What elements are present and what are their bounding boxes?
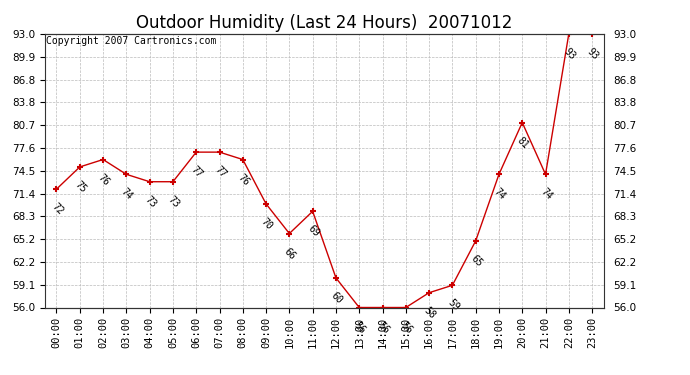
Text: 69: 69 — [306, 224, 321, 239]
Text: Copyright 2007 Cartronics.com: Copyright 2007 Cartronics.com — [46, 36, 217, 46]
Text: 81: 81 — [515, 135, 531, 150]
Text: 93: 93 — [585, 46, 600, 62]
Text: 77: 77 — [189, 165, 205, 180]
Text: 73: 73 — [143, 194, 158, 210]
Text: 73: 73 — [166, 194, 181, 210]
Text: 65: 65 — [469, 254, 484, 269]
Text: 93: 93 — [562, 46, 578, 62]
Text: 66: 66 — [282, 246, 298, 261]
Text: 75: 75 — [73, 179, 88, 195]
Text: 59: 59 — [446, 298, 461, 313]
Text: 74: 74 — [119, 187, 135, 202]
Text: 74: 74 — [539, 187, 554, 202]
Text: 56: 56 — [399, 320, 414, 335]
Text: 77: 77 — [213, 165, 228, 180]
Text: 56: 56 — [375, 320, 391, 335]
Title: Outdoor Humidity (Last 24 Hours)  20071012: Outdoor Humidity (Last 24 Hours) 2007101… — [136, 14, 513, 32]
Text: 58: 58 — [422, 305, 437, 321]
Text: 76: 76 — [96, 172, 112, 188]
Text: 56: 56 — [353, 320, 368, 335]
Text: 74: 74 — [492, 187, 507, 202]
Text: 70: 70 — [259, 216, 275, 232]
Text: 60: 60 — [329, 290, 344, 306]
Text: 72: 72 — [50, 202, 65, 217]
Text: 76: 76 — [236, 172, 251, 188]
